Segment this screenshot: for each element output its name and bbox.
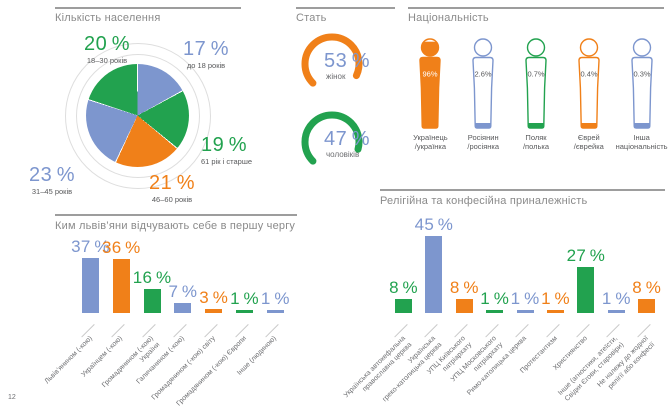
nationality-pictograms: 96% Українець /українка 2.6% Росіянин /р… — [404, 38, 668, 151]
bar-label: Громадянином (-кою) України — [101, 335, 162, 389]
bar — [516, 310, 534, 313]
section-title-identity: Ким львів’яни відчувають себе в першу че… — [55, 220, 296, 232]
nationality-name: Українець /українка — [413, 133, 448, 151]
page-number: 12 — [8, 394, 16, 401]
nationality-figure: 2.6% Росіянин /росіянка — [457, 38, 510, 151]
gender-value: 53 % — [324, 50, 371, 72]
nationality-value: 0.7% — [527, 70, 544, 79]
bar — [547, 310, 564, 313]
pie-slice-name: 31–45 років — [31, 187, 73, 196]
bar — [82, 258, 99, 313]
bar-value: 27 % — [566, 246, 606, 265]
bar — [143, 289, 161, 313]
bar-value: 8 % — [632, 278, 662, 297]
pie-slice-label: 21 % 46–60 років — [133, 173, 211, 204]
section-divider — [380, 189, 665, 191]
bar-value: 1 % — [541, 289, 570, 308]
nationality-name: Єврей /єврейка — [573, 133, 604, 151]
bar — [112, 259, 130, 313]
pie-slice-value: 21 % — [148, 172, 196, 194]
person-icon: 96% — [419, 38, 442, 129]
bar-value: 1 % — [601, 289, 631, 308]
nationality-figure: 0.3% Інша національність — [615, 38, 668, 151]
section-title-nationality: Національність — [408, 12, 489, 24]
nationality-name: Інша національність — [615, 133, 668, 151]
gender-gauge-text: 53 % жінок — [324, 51, 370, 81]
age-pie-chart — [86, 64, 189, 167]
bar-value: 1 % — [480, 289, 510, 308]
section-title-religion: Релігійна та конфесійна приналежність — [380, 195, 588, 207]
bar — [174, 303, 192, 313]
nationality-figure: 96% Українець /українка — [404, 38, 457, 151]
nationality-name: Росіянин /росіянка — [467, 133, 500, 151]
nationality-value: 96% — [423, 70, 438, 79]
bar — [395, 299, 412, 313]
section-divider — [55, 214, 297, 216]
pie-outer-ring — [65, 43, 211, 189]
pie-slice-label: 23 % 31–45 років — [16, 165, 88, 196]
pie-inner-ring — [76, 54, 200, 178]
bar-value: 37 % — [71, 237, 110, 256]
nationality-value: 0.3% — [633, 70, 650, 79]
gender-gauge-text: 47 % чоловіків — [324, 129, 370, 159]
person-icon: 0.4% — [578, 38, 600, 129]
section-divider — [55, 7, 241, 9]
nationality-figure: 0.7% Поляк /полька — [510, 38, 563, 151]
pie-slice-name: 18–30 років — [86, 56, 128, 65]
pie-slice-name: 61 рік і старше — [201, 157, 253, 166]
pie-slice-label: 17 % до 18 років — [171, 39, 241, 70]
gender-gauge-arc — [296, 28, 368, 100]
bar-value: 45 % — [414, 215, 454, 234]
gender-gauge-arc — [296, 106, 368, 178]
pie-slice-label: 20 % 18–30 років — [68, 34, 146, 65]
section-title-population: Кількість населення — [55, 12, 161, 24]
bar-value: 7 % — [168, 282, 198, 301]
section-divider — [296, 7, 395, 9]
bar-value: 8 % — [449, 278, 479, 297]
bar — [486, 310, 504, 313]
pie-slice-name: 46–60 років — [151, 195, 193, 204]
bar-value: 1 % — [260, 289, 290, 308]
gender-name: жінок — [326, 72, 346, 81]
person-icon: 2.6% — [472, 38, 494, 129]
gender-value: 47 % — [324, 128, 371, 150]
bar-value: 8 % — [389, 278, 418, 297]
bar — [455, 299, 473, 313]
nationality-value: 2.6% — [475, 70, 492, 79]
bar — [607, 310, 625, 313]
bar — [638, 299, 656, 313]
pie-slice-value: 19 % — [201, 134, 248, 156]
pie-slice-value: 20 % — [83, 33, 131, 55]
bar — [266, 310, 284, 313]
bar — [577, 267, 595, 313]
bar-value: 1 % — [230, 289, 259, 308]
bar — [236, 310, 253, 313]
pie-slice-value: 23 % — [28, 164, 76, 186]
bar-value: 36 % — [101, 238, 141, 257]
section-divider — [408, 7, 664, 9]
bar — [425, 236, 443, 313]
pie-slice-name: до 18 років — [186, 61, 226, 70]
pie-slice-value: 17 % — [182, 38, 230, 60]
nationality-value: 0.4% — [580, 70, 597, 79]
bar — [205, 309, 223, 313]
bar-value: 1 % — [510, 289, 540, 308]
nationality-figure: 0.4% Єврей /єврейка — [562, 38, 615, 151]
gender-name: чоловіків — [326, 150, 360, 159]
bar-value: 3 % — [199, 288, 229, 307]
pie-slice-label: 19 % 61 рік і старше — [201, 135, 285, 166]
person-icon: 0.3% — [630, 38, 653, 129]
section-title-gender: Стать — [296, 12, 327, 24]
nationality-name: Поляк /полька — [522, 133, 550, 151]
bar-value: 16 % — [132, 268, 172, 287]
person-icon: 0.7% — [525, 38, 547, 129]
